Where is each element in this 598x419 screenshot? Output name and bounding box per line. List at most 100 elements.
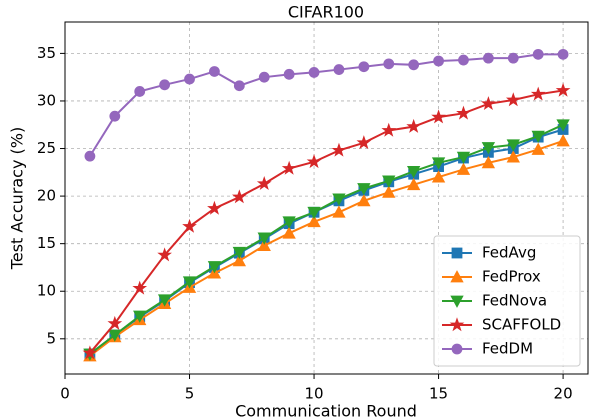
y-tick-label: 35: [37, 44, 56, 62]
legend-box: [433, 235, 581, 367]
marker: [381, 122, 397, 137]
marker: [556, 134, 570, 147]
marker: [358, 61, 370, 73]
legend-marker: [450, 270, 464, 283]
marker: [382, 175, 396, 188]
marker: [84, 150, 96, 162]
marker: [182, 276, 197, 289]
legend-marker: [451, 343, 463, 355]
marker: [507, 52, 519, 64]
marker: [431, 157, 446, 170]
marker: [382, 185, 396, 198]
marker: [256, 176, 272, 190]
plot-frame: [64, 21, 589, 375]
y-axis-label: Test Accuracy (%): [8, 127, 27, 270]
marker: [458, 54, 469, 66]
marker: [282, 216, 296, 229]
marker: [157, 294, 172, 307]
marker: [557, 48, 569, 60]
legend: FedAvg FedProx FedNova SCAFFOLD FedDM: [433, 235, 581, 367]
marker: [108, 329, 122, 342]
marker: [456, 162, 471, 175]
series: [84, 48, 569, 162]
marker: [257, 232, 271, 245]
marker: [530, 86, 546, 101]
marker: [283, 68, 295, 80]
marker: [357, 194, 371, 207]
series-line: [89, 89, 564, 354]
marker: [109, 110, 121, 122]
marker: [408, 59, 420, 71]
marker: [107, 315, 123, 330]
marker: [456, 105, 471, 120]
marker: [532, 48, 544, 60]
legend-marker: [450, 295, 464, 308]
x-tick-label: 0: [60, 385, 70, 403]
marker: [506, 150, 520, 163]
legend-marker: [449, 317, 465, 332]
marker: [182, 218, 197, 233]
marker: [481, 155, 496, 169]
legend-marker: [451, 247, 463, 259]
y-tick-label: 30: [37, 91, 56, 109]
marker: [133, 310, 147, 323]
marker: [481, 142, 496, 155]
chart-title: CIFAR100: [288, 3, 364, 22]
marker: [159, 79, 171, 91]
marker: [306, 154, 322, 169]
marker: [481, 96, 496, 111]
marker: [207, 261, 222, 274]
legend-label: FedAvg: [482, 244, 536, 262]
marker: [357, 183, 371, 196]
marker: [307, 206, 321, 220]
marker: [506, 139, 520, 152]
marker: [232, 246, 247, 260]
marker: [333, 64, 345, 75]
series: [82, 82, 571, 360]
marker: [356, 135, 372, 150]
marker: [431, 109, 446, 124]
marker: [431, 170, 446, 183]
legend-label: FedDM: [482, 340, 533, 358]
marker: [232, 253, 247, 267]
marker: [482, 52, 494, 64]
marker: [383, 58, 395, 70]
marker: [555, 82, 571, 97]
marker: [505, 92, 521, 107]
x-tick-label: 20: [554, 385, 573, 403]
marker: [331, 142, 347, 157]
y-tick-label: 10: [37, 282, 56, 300]
x-tick-label: 10: [305, 385, 324, 403]
x-tick-label: 15: [429, 385, 448, 403]
marker: [406, 118, 422, 133]
marker: [207, 200, 222, 215]
marker: [257, 238, 271, 251]
marker: [556, 119, 570, 132]
marker: [307, 214, 321, 228]
marker: [281, 160, 297, 175]
marker: [406, 165, 421, 179]
series: [83, 119, 570, 361]
y-tick-label: 5: [46, 329, 56, 347]
marker: [184, 73, 195, 85]
marker: [233, 80, 245, 92]
marker: [531, 130, 545, 143]
y-tick-label: 20: [37, 187, 56, 205]
marker: [231, 189, 247, 204]
legend-label: FedProx: [482, 268, 541, 286]
marker: [332, 205, 346, 218]
series-line: [89, 53, 564, 157]
legend-label: SCAFFOLD: [482, 316, 561, 334]
x-axis-label: Communication Round: [235, 402, 417, 419]
marker: [282, 226, 296, 239]
marker: [308, 67, 320, 78]
marker: [531, 142, 545, 155]
marker: [82, 345, 98, 360]
marker: [456, 151, 471, 164]
marker: [157, 247, 172, 262]
y-tick-label: 25: [37, 139, 56, 157]
marker: [134, 86, 146, 97]
marker: [433, 55, 444, 67]
legend-label: FedNova: [482, 292, 547, 310]
